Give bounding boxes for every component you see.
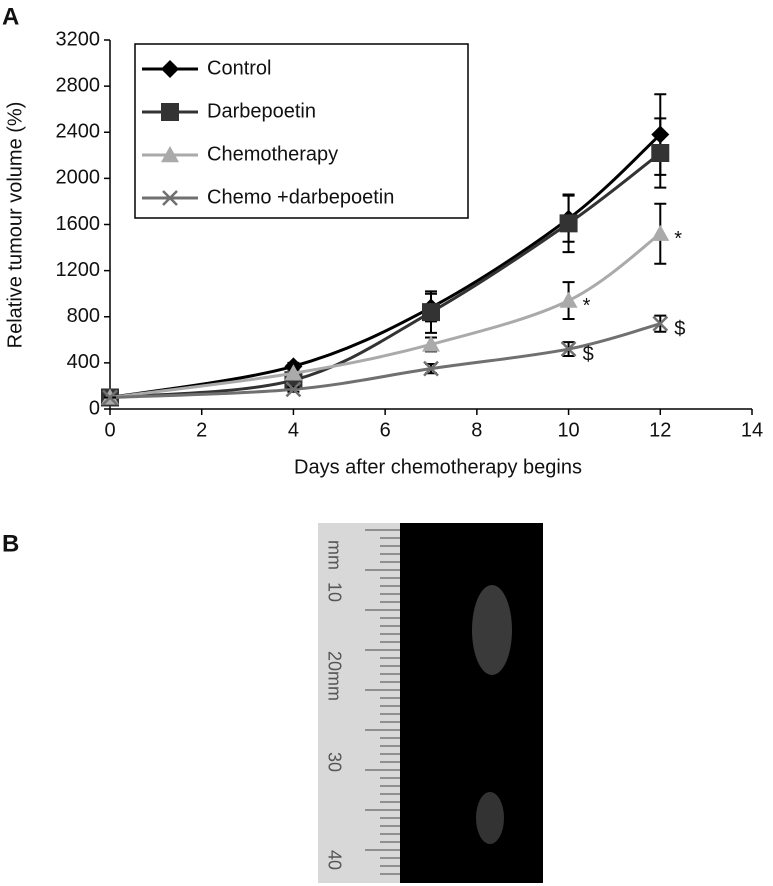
marker [284, 364, 303, 381]
marker [559, 291, 578, 308]
marker [422, 303, 440, 322]
x-tick-label: 4 [288, 419, 299, 441]
y-tick-label: 800 [67, 305, 100, 327]
panel-label: B [2, 530, 19, 557]
x-tick-label: 8 [471, 419, 482, 441]
photo: mm 10 20mm 30 40 [318, 523, 543, 883]
panel-label: A [2, 3, 19, 30]
y-tick-label: 2800 [56, 74, 101, 96]
marker [651, 144, 670, 163]
series-line [109, 322, 661, 399]
ruler-label: 40 [324, 850, 344, 870]
marker [102, 389, 118, 406]
marker [559, 214, 578, 233]
series-line [109, 232, 662, 399]
ruler-label: 30 [324, 752, 344, 772]
y-tick-label: 0 [89, 397, 100, 419]
annotation: $ [674, 318, 685, 340]
marker [162, 190, 178, 206]
x-tick-label: 12 [649, 419, 671, 441]
marker [423, 360, 439, 377]
x-tick-label: 6 [380, 419, 391, 441]
y-tick-label: 1200 [56, 259, 101, 281]
legend-label: Chemotherapy [207, 143, 338, 165]
legend-label: Chemo +darbepoetin [207, 186, 394, 208]
y-tick-label: 1600 [56, 213, 101, 235]
annotation: $ [583, 343, 594, 365]
y-tick-label: 400 [67, 351, 100, 373]
ruler-label: mm [324, 540, 344, 570]
ruler-label: 10 [324, 582, 344, 602]
y-tick-label: 3200 [56, 28, 101, 50]
marker [285, 381, 302, 398]
legend-label: Control [207, 57, 271, 79]
x-tick-label: 2 [196, 419, 207, 441]
marker [422, 335, 440, 352]
x-axis-label: Days after chemotherapy begins [294, 456, 582, 478]
x-tick-label: 14 [741, 419, 763, 441]
marker [161, 60, 179, 78]
legend-box [134, 43, 469, 219]
marker [652, 315, 669, 332]
marker [560, 341, 577, 357]
legend-label: Darbepoetin [207, 100, 316, 122]
x-tick-label: 10 [557, 419, 579, 441]
marker [161, 103, 179, 121]
annotation: * [674, 228, 682, 250]
marker [161, 146, 179, 163]
ruler-label: 20mm [324, 651, 344, 701]
y-axis-label: Relative tumour volume (%) [4, 102, 26, 349]
y-tick-label: 2000 [56, 167, 101, 189]
y-tick-label: 2400 [56, 121, 101, 143]
annotation: * [583, 295, 591, 317]
x-tick-label: 0 [104, 419, 115, 441]
marker [651, 224, 670, 241]
